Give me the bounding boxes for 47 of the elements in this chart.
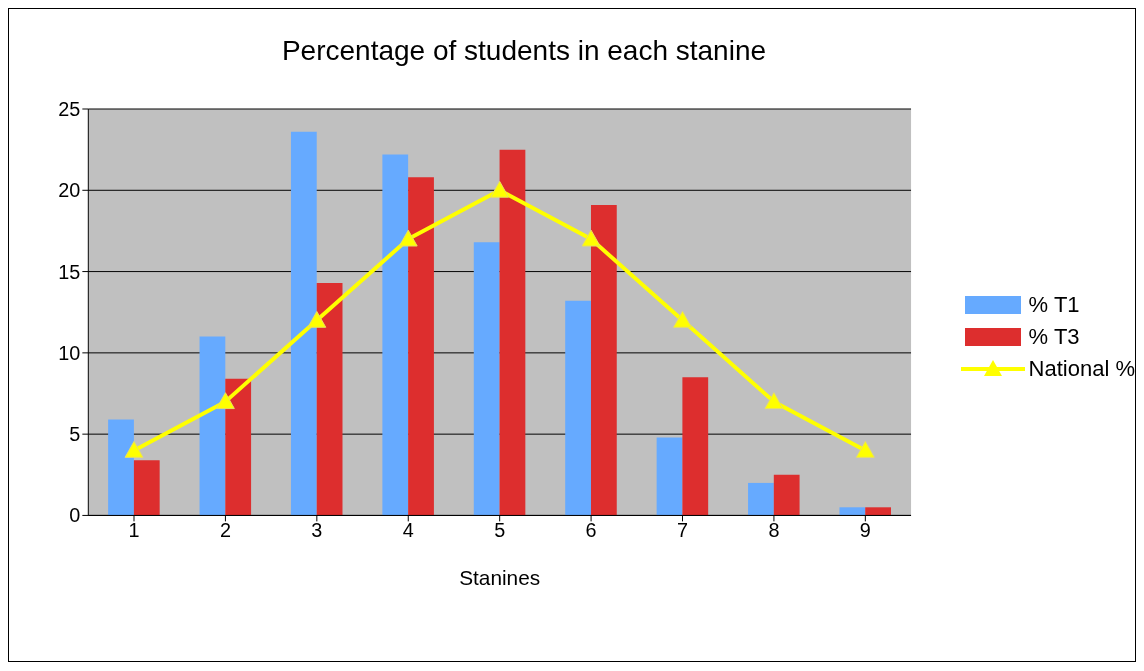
y-tick-label: 0 <box>69 504 81 527</box>
y-tick-label: 15 <box>58 260 81 283</box>
bar <box>199 336 226 516</box>
chart-title: Percentage of students in each stanine <box>280 35 768 67</box>
x-tick-label: 3 <box>311 519 323 542</box>
bar <box>108 419 134 516</box>
x-tick-label: 4 <box>402 519 414 542</box>
bar <box>290 131 317 516</box>
y-tick-label: 25 <box>58 98 81 121</box>
bar <box>316 282 343 516</box>
bar <box>839 507 866 516</box>
bar <box>565 300 591 516</box>
bar <box>656 437 683 516</box>
x-tick-label: 9 <box>859 519 871 542</box>
point <box>855 440 875 458</box>
y-tick-label: 10 <box>58 341 81 364</box>
x-tick-label: 8 <box>768 519 780 542</box>
point <box>673 310 692 328</box>
x-axis-title: Stanines <box>459 565 541 589</box>
bar <box>473 242 500 516</box>
point <box>307 310 327 328</box>
x-tick-label: 2 <box>219 519 231 542</box>
point <box>398 229 418 247</box>
bar <box>408 177 434 516</box>
y-tick-label: 5 <box>69 423 81 446</box>
bar <box>748 482 774 516</box>
point <box>216 392 235 410</box>
bar <box>225 378 252 516</box>
point <box>124 440 144 458</box>
x-tick-label: 5 <box>494 519 506 542</box>
point <box>490 180 510 198</box>
x-tick-label: 1 <box>128 519 140 542</box>
x-tick-label: 7 <box>676 519 689 542</box>
bar <box>865 507 891 516</box>
bar <box>382 154 409 516</box>
bar <box>773 474 800 516</box>
point <box>764 392 784 410</box>
legend-label: % T1 <box>1028 292 1080 318</box>
bar <box>133 460 160 516</box>
point <box>581 229 601 247</box>
y-tick-label: 20 <box>58 179 81 202</box>
legend-label: National % <box>1028 356 1135 382</box>
bar <box>682 377 709 516</box>
bar <box>499 149 526 516</box>
x-tick-label: 6 <box>585 519 597 542</box>
legend-label: % T3 <box>1028 324 1080 350</box>
bar <box>590 204 617 516</box>
